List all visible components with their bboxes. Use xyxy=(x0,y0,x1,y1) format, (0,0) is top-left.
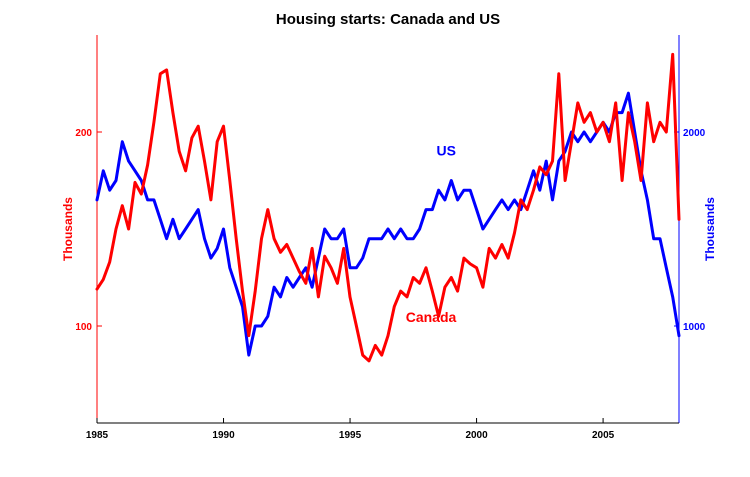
right-tick-label: 2000 xyxy=(683,128,706,139)
annotation-us: US xyxy=(436,142,455,158)
x-tick-label: 2000 xyxy=(465,430,488,441)
x-tick-label: 1985 xyxy=(86,430,109,441)
series-line-us xyxy=(95,91,681,357)
left-axis-label: Thousands xyxy=(61,197,75,261)
left-tick-label: 200 xyxy=(75,128,92,139)
x-tick-label: 1995 xyxy=(339,430,362,441)
series-line-canada xyxy=(95,52,681,363)
x-tick-label: 1990 xyxy=(212,430,235,441)
chart-title: Housing starts: Canada and US xyxy=(276,11,500,28)
right-axis-label: Thousands xyxy=(703,197,717,261)
x-tick-label: 2005 xyxy=(592,430,615,441)
left-tick-label: 100 xyxy=(75,322,92,333)
right-tick-label: 1000 xyxy=(683,322,706,333)
annotation-canada: Canada xyxy=(406,309,457,325)
